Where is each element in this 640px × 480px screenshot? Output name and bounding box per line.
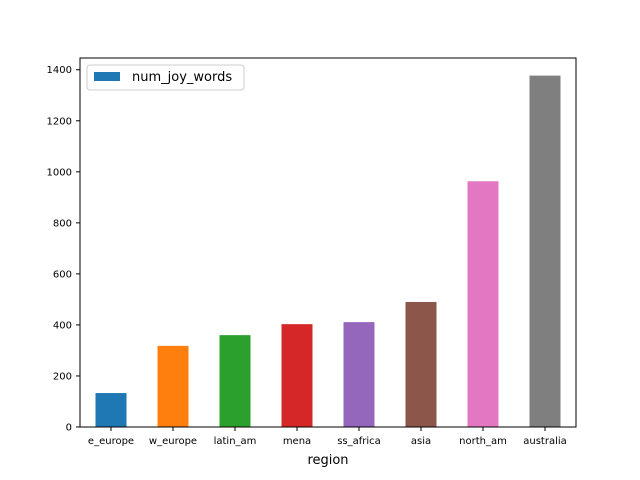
- legend: num_joy_words: [86, 64, 245, 91]
- y-tick-label: 1200: [47, 116, 72, 127]
- bar-ss_africa: [343, 322, 375, 427]
- bars-group: [95, 75, 561, 428]
- bar-asia: [405, 301, 437, 427]
- legend-box: [86, 64, 245, 91]
- y-tick-label: 0: [66, 423, 72, 434]
- legend-label: num_joy_words: [132, 70, 232, 85]
- y-tick-label: 1000: [47, 167, 72, 178]
- x-tick-label: ss_africa: [337, 436, 381, 447]
- x-tick-label: e_europe: [88, 436, 134, 447]
- x-tick-label: australia: [523, 436, 567, 447]
- bar-w_europe: [157, 345, 189, 427]
- legend-swatch: [94, 72, 120, 81]
- bar-latin_am: [219, 335, 251, 427]
- y-tick-label: 800: [53, 218, 72, 229]
- x-axis-ticks: e_europe w_europe latin_am mena ss_africa asi…: [88, 427, 567, 447]
- plot-frame: [79, 57, 577, 428]
- y-axis-ticks: 0 200 400 600 800 1000 1200 1400: [47, 65, 80, 434]
- bar-australia: [529, 75, 561, 428]
- bar-mena: [281, 324, 313, 427]
- y-tick-label: 600: [53, 269, 72, 280]
- x-tick-label: north_am: [459, 436, 507, 447]
- x-tick-label: mena: [283, 436, 311, 447]
- x-tick-label: latin_am: [214, 436, 257, 447]
- x-axis-label: region: [307, 453, 348, 468]
- bar-north_am: [467, 181, 499, 427]
- x-tick-label: asia: [411, 436, 431, 447]
- x-tick-label: w_europe: [149, 436, 197, 447]
- bar-e_europe: [95, 393, 127, 427]
- y-tick-label: 1400: [47, 65, 72, 76]
- y-tick-label: 400: [53, 320, 72, 331]
- y-tick-label: 200: [53, 371, 72, 382]
